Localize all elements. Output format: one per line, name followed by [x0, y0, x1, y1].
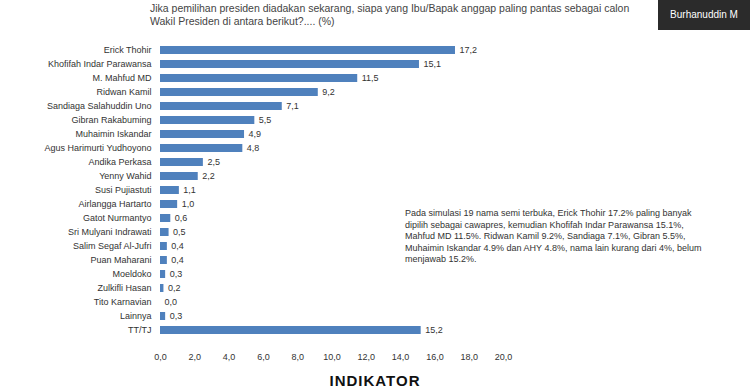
svg-text:Gibran Rakabuming: Gibran Rakabuming [71, 115, 151, 125]
svg-text:0,4: 0,4 [171, 241, 184, 251]
svg-text:Sri Mulyani Indrawati: Sri Mulyani Indrawati [68, 227, 152, 237]
svg-text:8,0: 8,0 [291, 352, 304, 362]
html-text:Pada simulasi 19 nama semi ter: Pada simulasi 19 nama semi terbuka, Eric… [405, 208, 702, 264]
svg-text:1,0: 1,0 [182, 199, 195, 209]
svg-text:2,5: 2,5 [207, 157, 220, 167]
svg-text:10,0: 10,0 [323, 352, 341, 362]
svg-text:Khofifah Indar Parawansa: Khofifah Indar Parawansa [48, 59, 152, 69]
svg-text:0,0: 0,0 [154, 352, 167, 362]
svg-text:6,0: 6,0 [257, 352, 270, 362]
svg-text:11,5: 11,5 [362, 73, 379, 83]
svg-text:Agus Harimurti Yudhoyono: Agus Harimurti Yudhoyono [45, 143, 152, 153]
svg-text:12,0: 12,0 [358, 352, 376, 362]
svg-text:17,2: 17,2 [459, 45, 477, 55]
svg-text:0,3: 0,3 [170, 269, 183, 279]
svg-text:15,1: 15,1 [423, 59, 441, 69]
svg-text:Susi Pujiastuti: Susi Pujiastuti [95, 185, 152, 195]
svg-text:Airlangga Hartarto: Airlangga Hartarto [78, 199, 151, 209]
svg-text:0,3: 0,3 [170, 311, 183, 321]
svg-text:M. Mahfud MD: M. Mahfud MD [92, 73, 152, 83]
svg-text:Salim Segaf Al-Jufri: Salim Segaf Al-Jufri [73, 241, 152, 251]
svg-text:2,2: 2,2 [202, 171, 215, 181]
svg-text:14,0: 14,0 [392, 352, 410, 362]
svg-text:7,1: 7,1 [286, 101, 299, 111]
svg-text:Zulkifli Hasan: Zulkifli Hasan [97, 283, 151, 293]
svg-text:9,2: 9,2 [322, 87, 335, 97]
svg-text:Ridwan Kamil: Ridwan Kamil [96, 87, 151, 97]
svg-text:18,0: 18,0 [460, 352, 478, 362]
svg-text:Muhaimin Iskandar: Muhaimin Iskandar [75, 129, 151, 139]
svg-text:Moeldoko: Moeldoko [112, 269, 151, 279]
svg-text:Erick Thohir: Erick Thohir [104, 45, 152, 55]
svg-text:0,5: 0,5 [173, 227, 186, 237]
svg-text:0,2: 0,2 [168, 283, 181, 293]
svg-text:Sandiaga Salahuddin Uno: Sandiaga Salahuddin Uno [47, 101, 152, 111]
svg-text:4,8: 4,8 [247, 143, 260, 153]
svg-text:20,0: 20,0 [495, 352, 513, 362]
svg-text:Andika Perkasa: Andika Perkasa [88, 157, 151, 167]
svg-text:Gatot Nurmantyo: Gatot Nurmantyo [83, 213, 152, 223]
svg-text:Puan Maharani: Puan Maharani [90, 255, 151, 265]
html-text:INDIKATOR: INDIKATOR [329, 372, 421, 389]
svg-text:1,1: 1,1 [183, 185, 196, 195]
svg-text:2,0: 2,0 [189, 352, 202, 362]
svg-text:0,4: 0,4 [171, 255, 184, 265]
svg-text:4,0: 4,0 [223, 352, 236, 362]
svg-text:Lainnya: Lainnya [120, 311, 152, 321]
html-text:Jika pemilihan presiden diadak: Jika pemilihan presiden diadakan sekaran… [150, 2, 630, 27]
svg-text:16,0: 16,0 [426, 352, 444, 362]
svg-text:5,5: 5,5 [259, 115, 272, 125]
svg-text:0,6: 0,6 [175, 213, 188, 223]
svg-text:4,9: 4,9 [249, 129, 262, 139]
html-text:Burhanuddin M: Burhanuddin M [670, 9, 738, 20]
svg-text:15,2: 15,2 [425, 325, 443, 335]
svg-text:Tito Karnavian: Tito Karnavian [94, 297, 152, 307]
svg-text:TT/TJ: TT/TJ [128, 325, 152, 335]
svg-text:Yenny Wahid: Yenny Wahid [99, 171, 151, 181]
svg-text:0,0: 0,0 [165, 297, 178, 307]
